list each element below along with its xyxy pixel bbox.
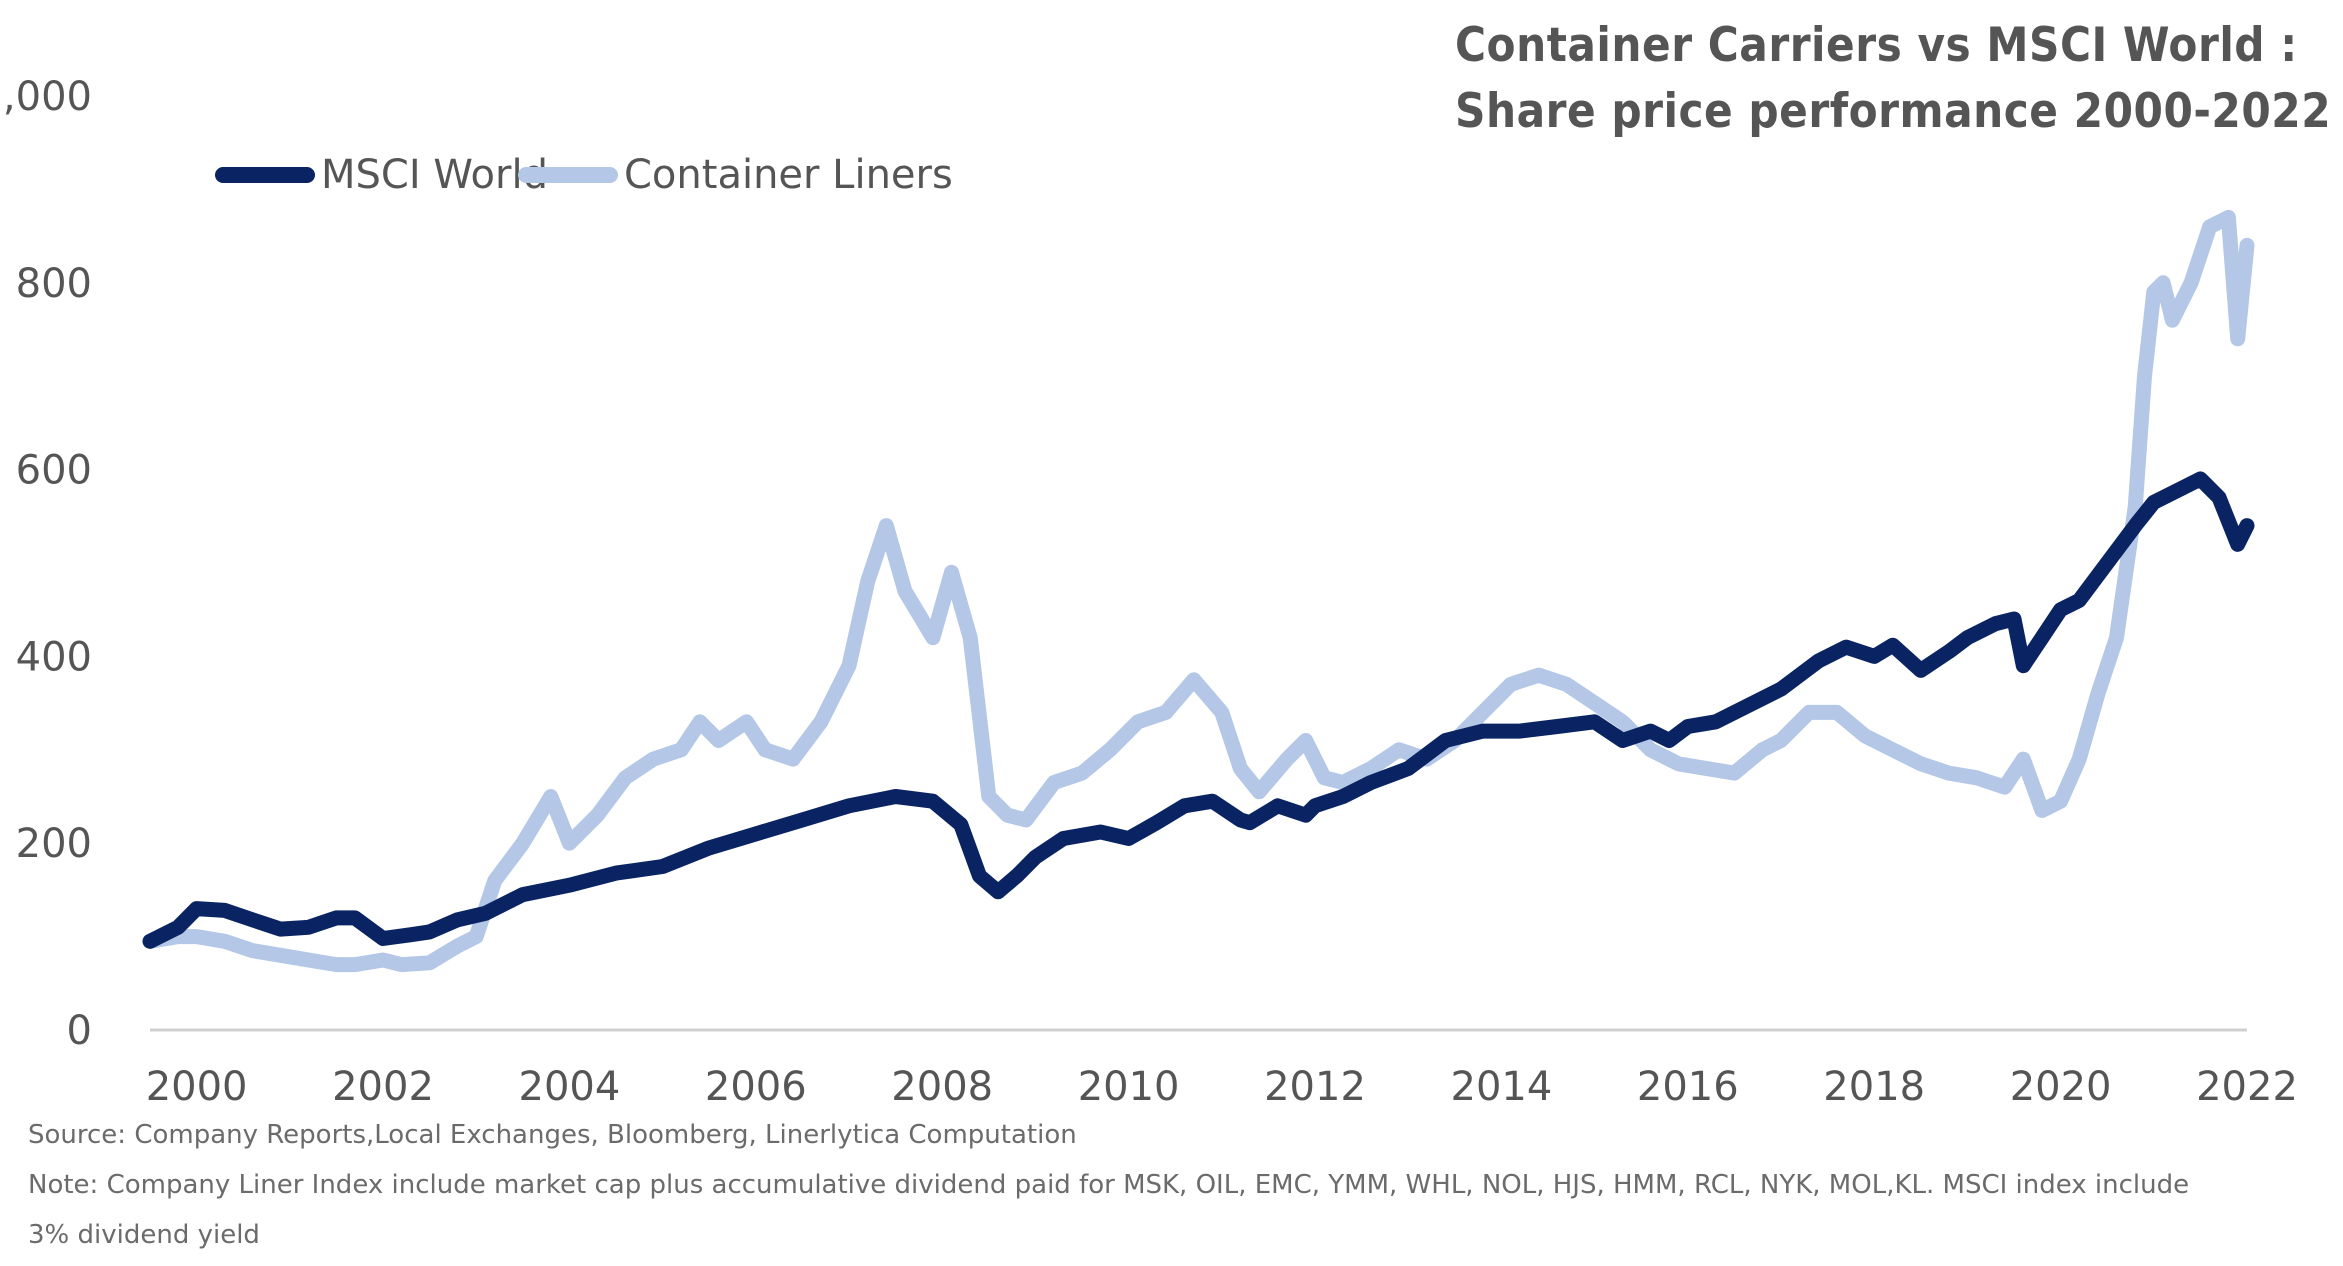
methodology-note-line-2: 3% dividend yield xyxy=(28,1220,260,1250)
chart-title-line-2: Share price performance 2000-2022 xyxy=(1455,84,2332,139)
x-tick-label: 2000 xyxy=(146,1064,248,1110)
chart-title-line-1: Container Carriers vs MSCI World : xyxy=(1455,18,2298,73)
legend-label-liners: Container Liners xyxy=(624,152,953,198)
legend-item-msci: MSCI World xyxy=(215,150,548,200)
x-tick-label: 2004 xyxy=(519,1064,621,1110)
x-tick-label: 2012 xyxy=(1264,1064,1366,1110)
x-tick-label: 2008 xyxy=(891,1064,993,1110)
y-tick-label: 600 xyxy=(16,448,92,494)
x-tick-label: 2014 xyxy=(1451,1064,1553,1110)
x-tick-label: 2006 xyxy=(705,1064,807,1110)
legend-item-liners: Container Liners xyxy=(518,150,953,200)
y-tick-label: 800 xyxy=(16,261,92,307)
series-layer xyxy=(142,209,2255,973)
methodology-note-line-1: Note: Company Liner Index include market… xyxy=(28,1170,2190,1200)
y-tick-label: 400 xyxy=(16,634,92,680)
series-line-msci-world xyxy=(142,471,2255,949)
x-tick-label: 2002 xyxy=(332,1064,434,1110)
x-axis-ticks: 2000 2002 2004 2006 2008 2010 2012 2014 2016 2018… xyxy=(146,1064,2298,1110)
x-tick-label: 2010 xyxy=(1078,1064,1180,1110)
source-note: Source: Company Reports,Local Exchanges,… xyxy=(28,1120,1077,1150)
x-tick-label: 2018 xyxy=(1823,1064,1925,1110)
y-axis-ticks: 0 200 400 600 800 1,000 xyxy=(0,74,92,1054)
legend-label-msci: MSCI World xyxy=(321,152,548,198)
x-tick-label: 2022 xyxy=(2196,1064,2298,1110)
series-line-container-liners xyxy=(142,209,2255,973)
legend-swatch-liners xyxy=(518,167,618,183)
y-tick-label: 200 xyxy=(16,821,92,867)
y-tick-label: 1,000 xyxy=(0,74,92,120)
y-tick-label: 0 xyxy=(67,1008,92,1054)
x-tick-label: 2016 xyxy=(1637,1064,1739,1110)
legend-swatch-msci xyxy=(215,167,315,183)
x-tick-label: 2020 xyxy=(2010,1064,2112,1110)
